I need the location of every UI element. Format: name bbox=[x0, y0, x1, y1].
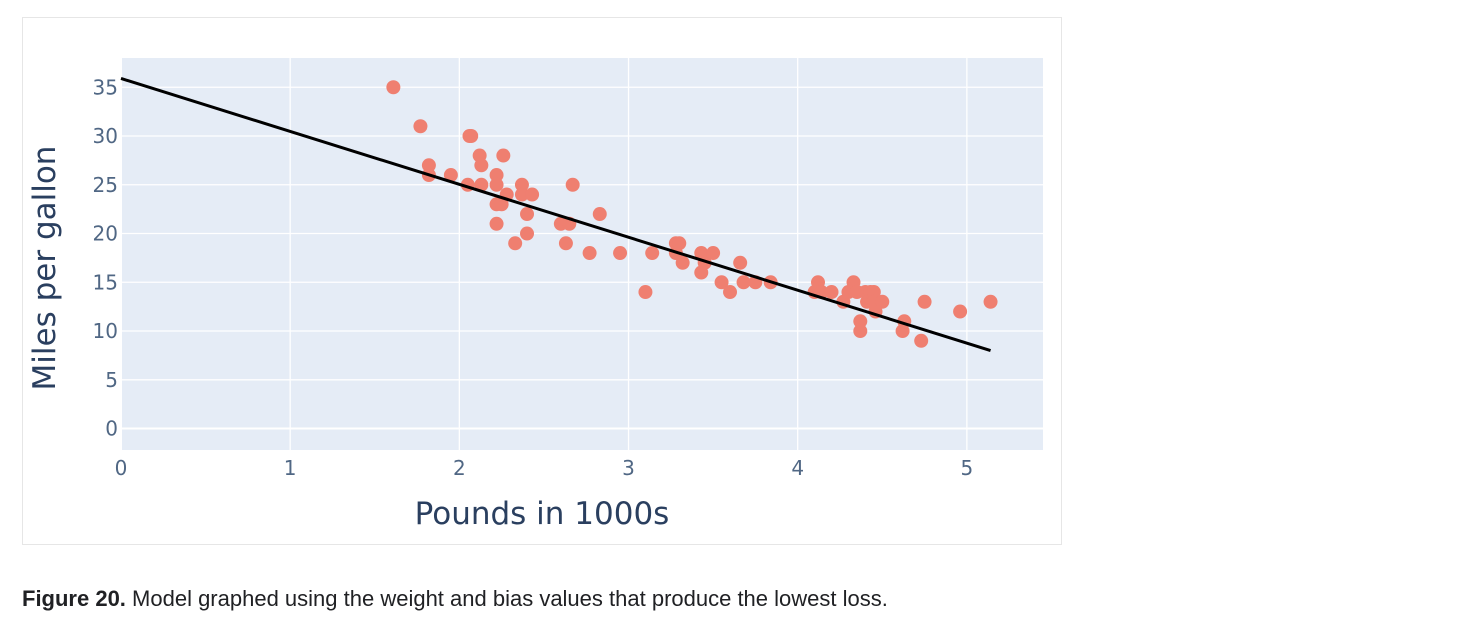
y-tick-label: 20 bbox=[93, 222, 118, 246]
data-point bbox=[736, 275, 751, 290]
data-point bbox=[508, 236, 523, 251]
data-point bbox=[489, 177, 504, 192]
plot-background bbox=[121, 58, 1043, 450]
data-point bbox=[853, 324, 868, 339]
data-point bbox=[733, 255, 748, 270]
data-point bbox=[464, 129, 479, 144]
y-tick-label: 5 bbox=[105, 368, 118, 392]
data-point bbox=[645, 246, 660, 261]
data-point bbox=[565, 177, 580, 192]
data-point bbox=[917, 294, 932, 309]
y-tick-label: 0 bbox=[105, 417, 118, 441]
data-point bbox=[514, 177, 529, 192]
y-axis-title: Miles per gallon bbox=[27, 146, 63, 391]
data-point bbox=[496, 148, 511, 163]
data-point bbox=[413, 119, 428, 134]
y-tick-label: 35 bbox=[93, 75, 118, 99]
caption-text: Model graphed using the weight and bias … bbox=[125, 586, 888, 611]
x-tick-label: 3 bbox=[622, 456, 635, 480]
tick-labels: 0 1 2 3 4 5 0 5 10 15 20 25 30 35 bbox=[93, 75, 974, 480]
data-points bbox=[386, 80, 998, 348]
x-tick-label: 0 bbox=[115, 456, 128, 480]
data-point bbox=[489, 216, 504, 231]
figure-card: 0 1 2 3 4 5 0 5 10 15 20 25 30 35 Pounds in 1000s Mil… bbox=[22, 17, 1062, 545]
data-point bbox=[953, 304, 968, 319]
data-point bbox=[386, 80, 401, 95]
fit-line bbox=[120, 77, 992, 352]
data-point bbox=[853, 314, 868, 329]
data-point bbox=[675, 255, 690, 270]
data-point bbox=[714, 275, 729, 290]
data-point bbox=[520, 226, 535, 241]
data-point bbox=[520, 207, 535, 222]
data-point bbox=[474, 177, 489, 192]
data-point bbox=[613, 246, 628, 261]
caption-label: Figure 20. bbox=[22, 586, 126, 611]
data-point bbox=[672, 236, 687, 251]
data-point bbox=[514, 187, 529, 202]
data-point bbox=[592, 207, 607, 222]
scatter-chart: 0 1 2 3 4 5 0 5 10 15 20 25 30 35 Pounds in 1000s Mil… bbox=[27, 58, 1043, 532]
y-tick-label: 10 bbox=[93, 319, 118, 343]
x-tick-label: 1 bbox=[284, 456, 297, 480]
x-axis-title: Pounds in 1000s bbox=[415, 496, 670, 532]
data-point bbox=[489, 168, 504, 183]
data-point bbox=[638, 285, 653, 300]
x-tick-label: 4 bbox=[791, 456, 804, 480]
data-point bbox=[723, 285, 738, 300]
y-tick-label: 25 bbox=[93, 173, 118, 197]
y-tick-label: 30 bbox=[93, 124, 118, 148]
data-point bbox=[474, 158, 489, 173]
data-point bbox=[983, 294, 998, 309]
fit-line-group bbox=[120, 77, 992, 352]
grid-lines bbox=[120, 58, 1043, 450]
x-tick-label: 2 bbox=[453, 456, 466, 480]
figure-caption: Figure 20. Model graphed using the weigh… bbox=[22, 586, 888, 612]
data-point bbox=[875, 294, 890, 309]
data-point bbox=[443, 168, 458, 183]
x-tick-label: 5 bbox=[961, 456, 974, 480]
data-point bbox=[706, 246, 721, 261]
data-point bbox=[824, 285, 839, 300]
data-point bbox=[582, 246, 597, 261]
data-point bbox=[421, 158, 436, 173]
data-point bbox=[525, 187, 540, 202]
data-point bbox=[914, 333, 929, 348]
data-point bbox=[866, 285, 881, 300]
y-tick-label: 15 bbox=[93, 270, 118, 294]
data-point bbox=[558, 236, 573, 251]
